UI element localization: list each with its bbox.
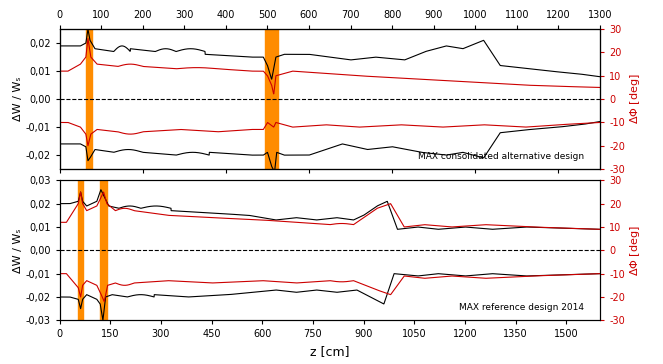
Bar <box>78 180 83 320</box>
Y-axis label: $\Delta\Phi$ [deg]: $\Delta\Phi$ [deg] <box>628 225 642 276</box>
Bar <box>100 180 107 320</box>
Text: MAX reference design 2014: MAX reference design 2014 <box>459 303 584 312</box>
Y-axis label: ΔW / Wₛ: ΔW / Wₛ <box>13 77 23 121</box>
X-axis label: z [cm]: z [cm] <box>310 345 349 358</box>
Bar <box>265 29 278 169</box>
Y-axis label: ΔW / Wₛ: ΔW / Wₛ <box>13 228 23 273</box>
Y-axis label: $\Delta\Phi$ [deg]: $\Delta\Phi$ [deg] <box>628 74 642 124</box>
Bar <box>86 29 92 169</box>
Text: MAX consolidated alternative design: MAX consolidated alternative design <box>418 152 584 161</box>
